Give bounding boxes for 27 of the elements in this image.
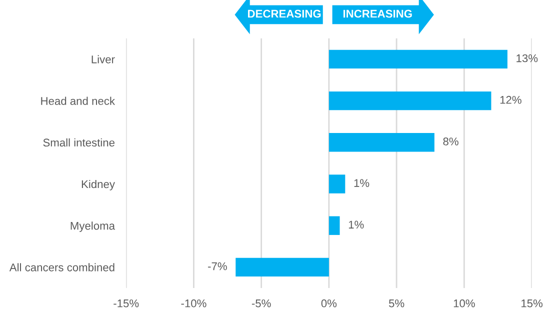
x-tick-label: -15%: [114, 299, 139, 308]
data-label: 1%: [348, 220, 364, 229]
data-label: -7%: [208, 262, 227, 270]
x-tick-label: 15%: [522, 299, 542, 308]
y-tick-label: All cancers combined: [9, 263, 114, 272]
y-tick-label: Kidney: [82, 180, 115, 190]
bar: [236, 258, 329, 277]
y-tick-label: Myeloma: [70, 222, 115, 232]
x-tick-label: -10%: [181, 299, 206, 308]
text: INCREASING: [343, 10, 412, 18]
data-label: 13%: [516, 54, 538, 62]
text: DECREASING: [248, 10, 321, 18]
x-tick-label: -5%: [252, 299, 271, 308]
bar: [328, 133, 434, 152]
bar: [328, 174, 346, 194]
x-tick-label: 0%: [321, 299, 337, 308]
y-tick-label: Small intestine: [43, 138, 115, 147]
bar: [328, 91, 492, 110]
bar: [328, 216, 340, 235]
x-tick-label: 5%: [388, 299, 404, 308]
data-label: 1%: [354, 179, 370, 187]
y-tick-label: Liver: [92, 55, 115, 64]
x-tick-label: 10%: [454, 299, 475, 308]
y-tick-label: Head and neck: [41, 96, 116, 105]
bar: [328, 50, 508, 69]
data-label: 8%: [443, 138, 458, 146]
data-label: 12%: [500, 96, 522, 104]
